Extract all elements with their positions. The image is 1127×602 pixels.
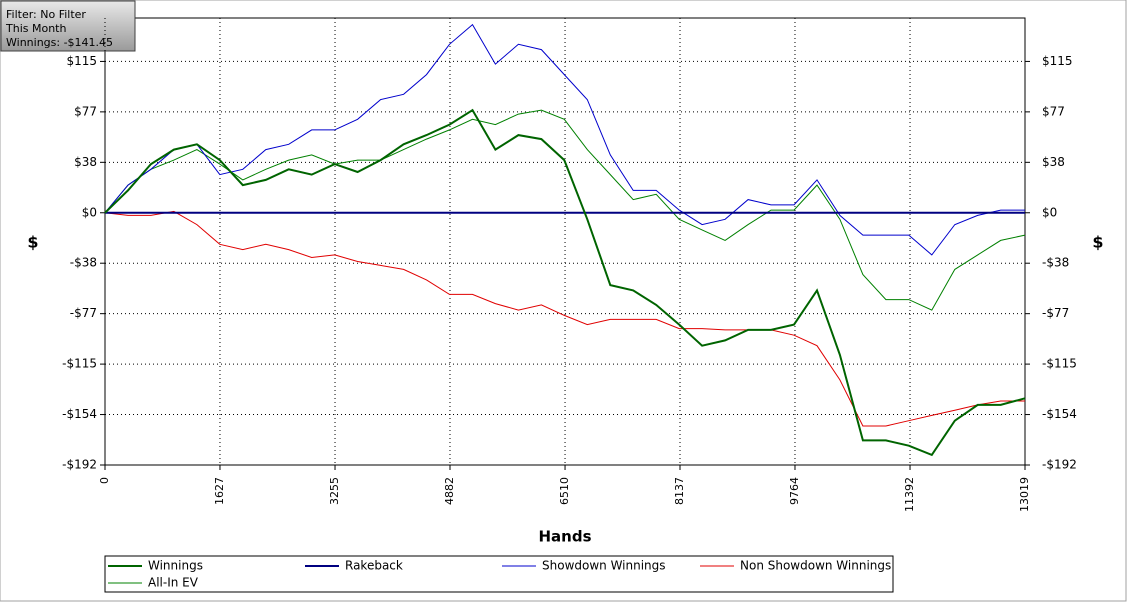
x-axis-label: Hands xyxy=(538,528,591,546)
y-tick-label: -$77 xyxy=(70,306,97,320)
filter-text: Winnings: -$141.45 xyxy=(6,36,113,49)
x-tick-label: 9764 xyxy=(788,477,801,505)
filter-text: Filter: No Filter xyxy=(6,8,86,21)
filter-text: This Month xyxy=(5,22,66,35)
y-tick-label: -$115 xyxy=(62,357,97,371)
y-tick-label: $77 xyxy=(74,104,97,118)
x-tick-label: 3255 xyxy=(328,477,341,505)
x-tick-label: 6510 xyxy=(558,477,571,505)
x-tick-label: 0 xyxy=(98,477,111,484)
y2-tick-label: $77 xyxy=(1042,104,1065,118)
y-tick-label: $115 xyxy=(66,54,97,68)
legend-label: Non Showdown Winnings xyxy=(740,559,891,573)
y-tick-label: $38 xyxy=(74,155,97,169)
y-tick-label: -$192 xyxy=(62,458,97,472)
legend-label: Rakeback xyxy=(345,559,403,573)
y-tick-label: -$38 xyxy=(70,256,97,270)
y-tick-label: -$154 xyxy=(62,407,97,421)
line-series xyxy=(104,210,1025,427)
y2-tick-label: $0 xyxy=(1042,205,1057,219)
x-tick-label: 13019 xyxy=(1018,477,1031,512)
y2-tick-label: -$38 xyxy=(1042,256,1069,270)
x-tick-label: 1627 xyxy=(213,477,226,505)
plot-area xyxy=(104,17,1026,466)
y-tick-label: $0 xyxy=(82,205,97,219)
y-axis-label: $ xyxy=(27,233,38,252)
y2-tick-label: -$154 xyxy=(1042,407,1077,421)
x-tick-label: 4882 xyxy=(443,477,456,505)
y2-tick-label: $38 xyxy=(1042,155,1065,169)
y2-tick-label: $115 xyxy=(1042,54,1073,68)
x-tick-label: 11392 xyxy=(903,477,916,512)
y2-tick-label: -$192 xyxy=(1042,458,1077,472)
filter-box xyxy=(0,0,136,52)
line-series xyxy=(104,23,1025,256)
y2-tick-label: -$115 xyxy=(1042,357,1077,371)
line-series xyxy=(104,109,1026,311)
y2-axis-label: $ xyxy=(1092,233,1103,252)
line-series xyxy=(104,108,1026,457)
y2-tick-label: -$77 xyxy=(1042,306,1069,320)
legend-label: Winnings xyxy=(148,559,203,573)
x-tick-label: 8137 xyxy=(673,477,686,505)
legend-label: Showdown Winnings xyxy=(542,559,666,573)
legend xyxy=(104,555,894,593)
legend-label: All-In EV xyxy=(148,576,199,590)
